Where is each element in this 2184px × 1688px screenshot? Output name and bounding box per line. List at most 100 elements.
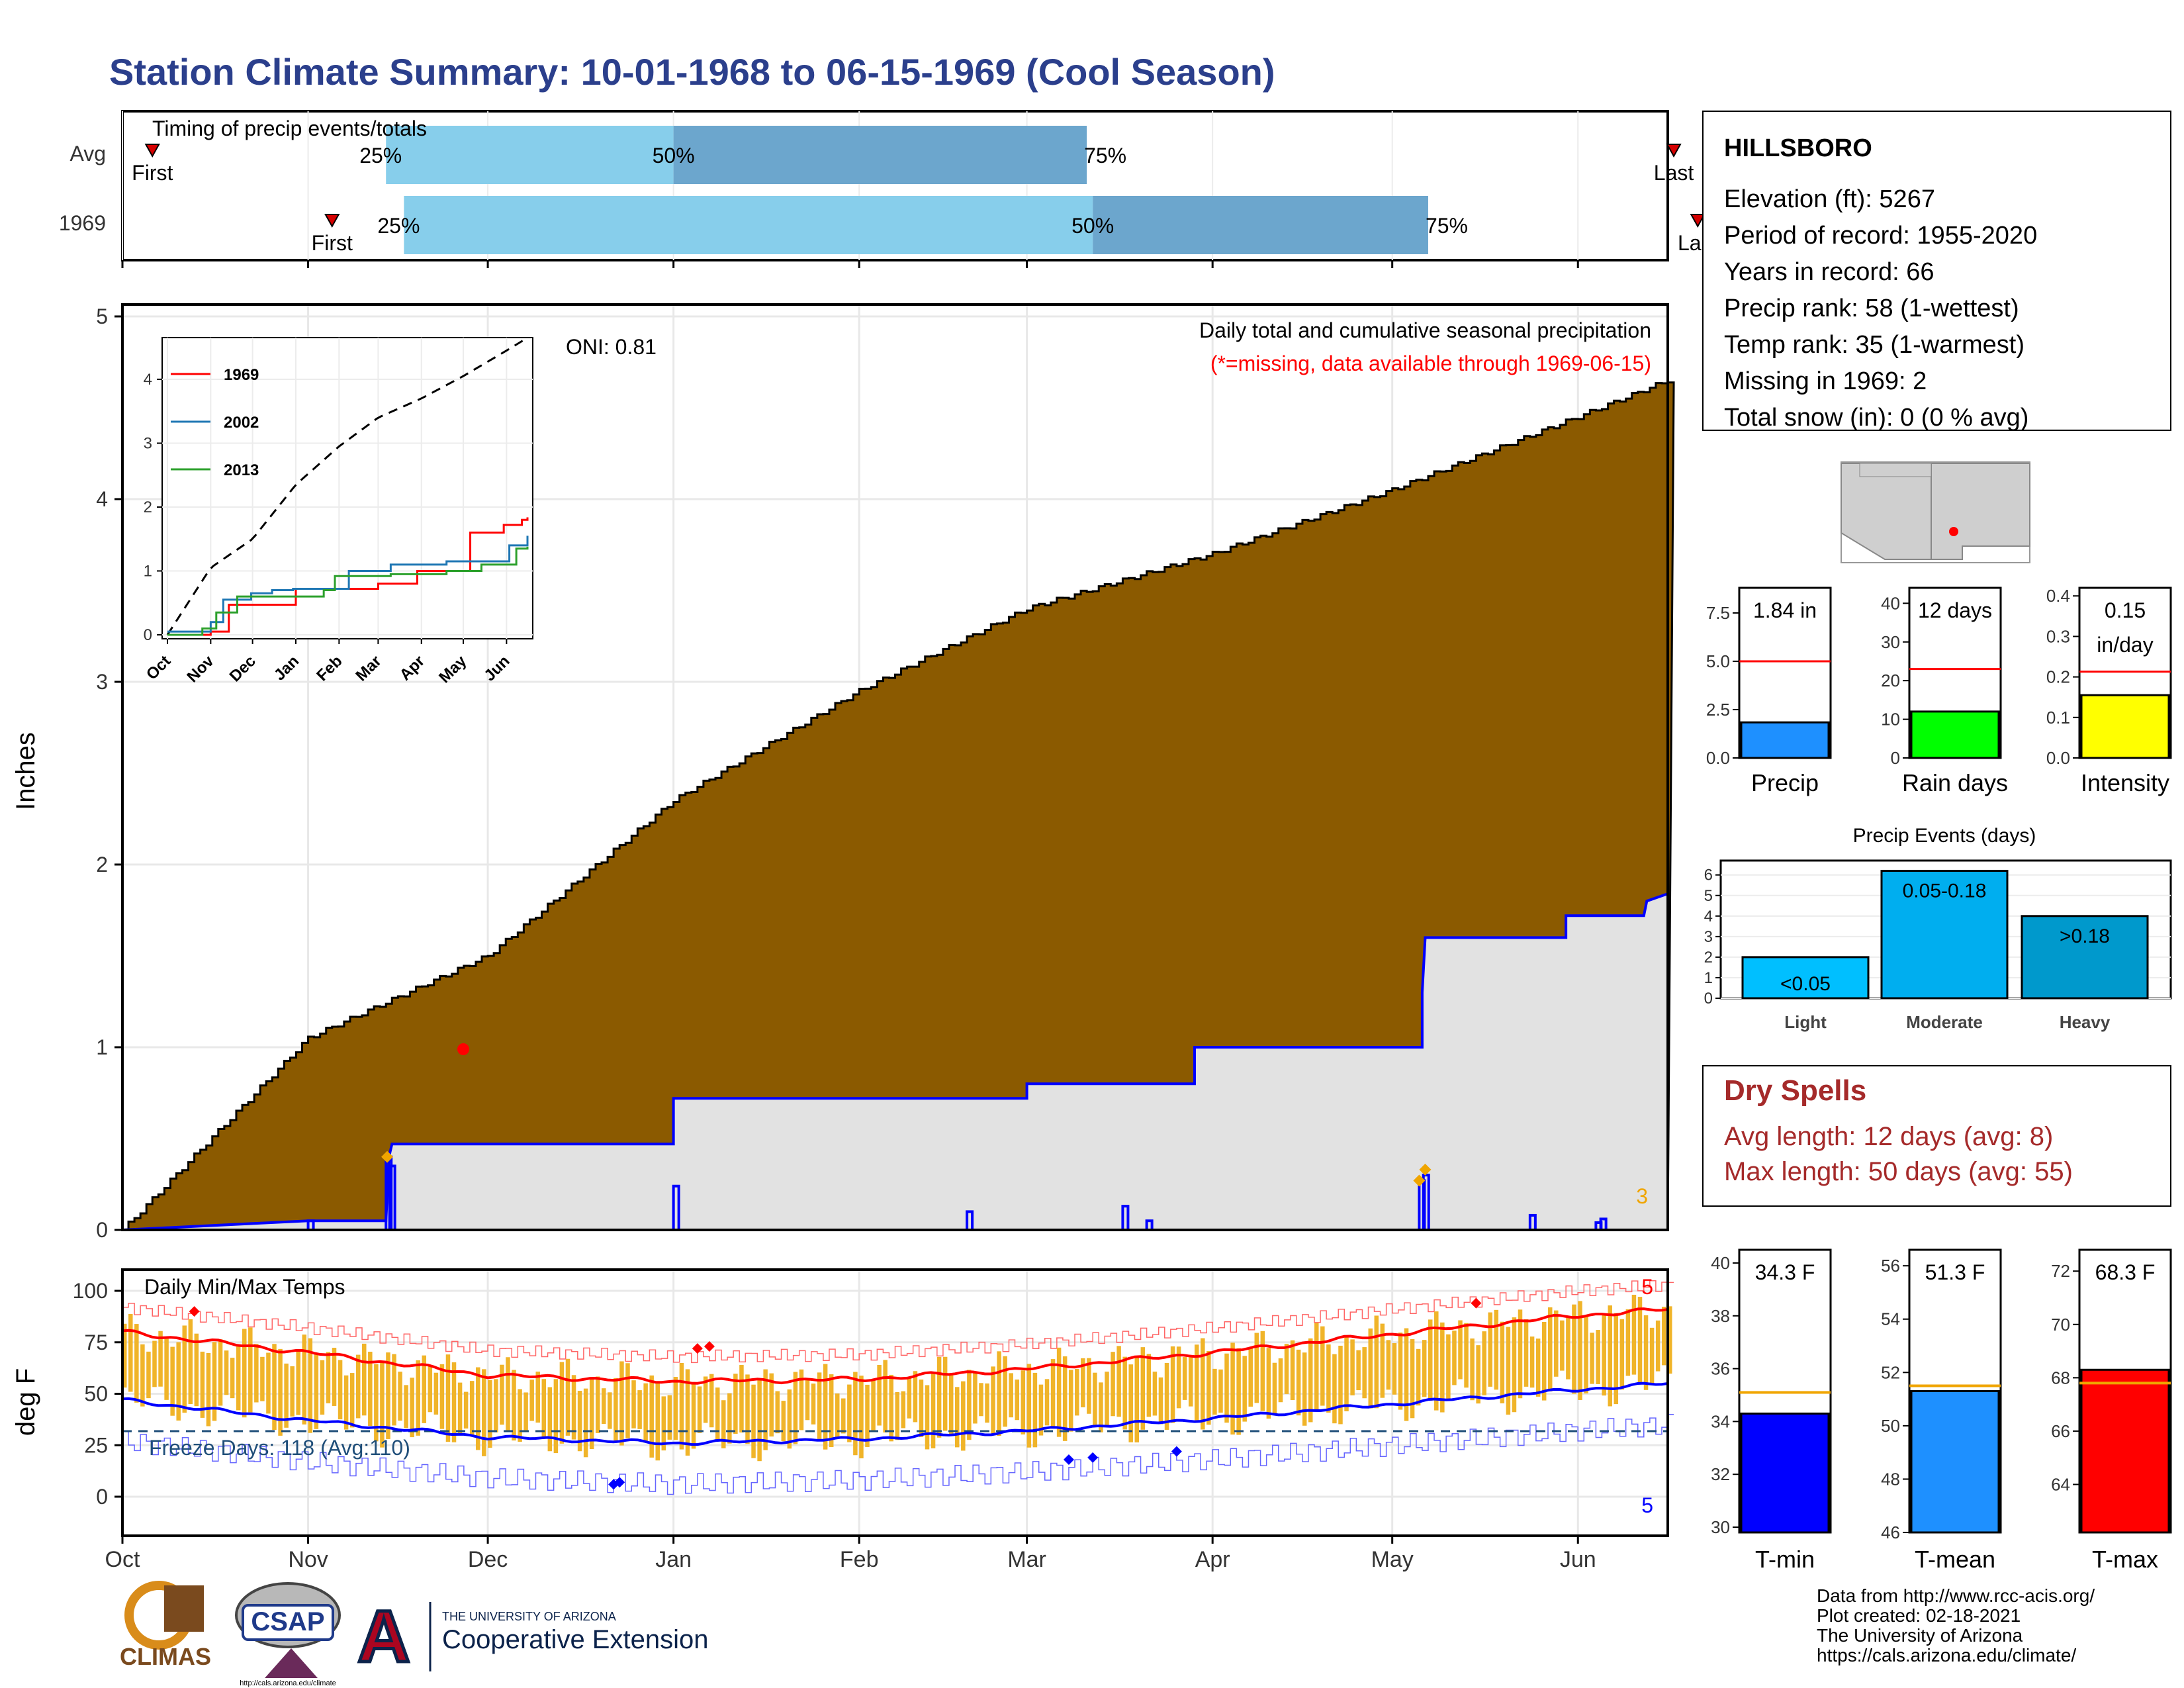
daily-temp-bar bbox=[1590, 1333, 1594, 1384]
daily-temp-bar bbox=[1038, 1384, 1044, 1436]
daily-temp-bar bbox=[1560, 1320, 1565, 1371]
mini-bar-value: 0.15 bbox=[2105, 598, 2146, 622]
timing-bar-q2 bbox=[673, 126, 1087, 184]
daily-temp-bar bbox=[1637, 1297, 1643, 1384]
daily-temp-bar bbox=[1404, 1328, 1409, 1421]
daily-temp-bar bbox=[134, 1324, 139, 1403]
temp-ytick-label: 25 bbox=[84, 1433, 108, 1457]
month-label: May bbox=[1371, 1547, 1414, 1572]
daily-temp-bar bbox=[1248, 1348, 1253, 1407]
daily-temp-bar bbox=[314, 1354, 319, 1429]
temp-ytick-label: 0 bbox=[96, 1485, 108, 1509]
daily-temp-bar bbox=[1290, 1340, 1295, 1400]
mini-bar-tick-label: 0.0 bbox=[1706, 748, 1730, 768]
dry-spells-title: Dry Spells bbox=[1724, 1074, 1866, 1107]
month-label: Feb bbox=[840, 1547, 879, 1572]
daily-temp-bar bbox=[997, 1351, 1001, 1436]
inset-ytick-label: 4 bbox=[144, 371, 152, 389]
events-ytick-label: 4 bbox=[1704, 908, 1713, 925]
daily-temp-bar bbox=[715, 1387, 720, 1441]
daily-temp-bar bbox=[398, 1372, 402, 1421]
daily-temp-bar bbox=[895, 1391, 899, 1440]
temp-sum-tick-label: 52 bbox=[1881, 1362, 1900, 1382]
footer-line: https://cals.arizona.edu/climate/ bbox=[1817, 1645, 2076, 1665]
mini-bar-tick-label: 0 bbox=[1891, 748, 1900, 768]
temp-sum-tick-label: 46 bbox=[1881, 1523, 1900, 1542]
daily-temp-bar bbox=[757, 1380, 762, 1462]
daily-temp-bar bbox=[1554, 1310, 1559, 1377]
heavy-event-marker bbox=[1419, 1163, 1432, 1176]
daily-temp-bar bbox=[1152, 1372, 1158, 1416]
daily-temp-bar bbox=[1446, 1334, 1451, 1401]
daily-temp-bar bbox=[931, 1374, 936, 1448]
precip-panel: 0 1 2 3 4 5 Inches ONI: 0.81 Daily total and … bbox=[11, 303, 1675, 1242]
temp-sum-tick-label: 48 bbox=[1881, 1469, 1900, 1489]
daily-temp-bar bbox=[326, 1352, 331, 1403]
daily-temp-bar bbox=[457, 1382, 463, 1434]
daily-temp-bar bbox=[1021, 1370, 1026, 1434]
daily-temp-bar bbox=[1608, 1305, 1612, 1407]
daily-temp-bar bbox=[1099, 1382, 1103, 1432]
daily-temp-bar bbox=[1260, 1331, 1265, 1411]
daily-temp-bar bbox=[1476, 1345, 1480, 1404]
daily-temp-bar bbox=[1140, 1347, 1146, 1430]
temp-sum-label: T-mean bbox=[1915, 1546, 1995, 1573]
daily-temp-bar bbox=[146, 1351, 151, 1399]
temp-sum-value: 51.3 F bbox=[1925, 1260, 1985, 1284]
daily-temp-bar bbox=[1380, 1323, 1385, 1398]
events-bar-value: >0.18 bbox=[2060, 925, 2110, 947]
daily-temp-bar bbox=[469, 1381, 475, 1436]
daily-temp-bar bbox=[451, 1362, 457, 1442]
daily-temp-bar bbox=[889, 1374, 893, 1442]
events-bar-label: Heavy bbox=[2060, 1012, 2111, 1032]
daily-temp-bar bbox=[823, 1364, 828, 1450]
daily-temp-bar bbox=[355, 1354, 361, 1419]
page-title: Station Climate Summary: 10-01-1968 to 0… bbox=[109, 51, 1275, 93]
daily-temp-bar bbox=[296, 1350, 300, 1415]
climas-logo: CLIMAS bbox=[120, 1581, 211, 1670]
daily-temp-bar bbox=[1009, 1373, 1013, 1418]
events-bar-value: <0.05 bbox=[1780, 973, 1831, 995]
daily-temp-bar bbox=[775, 1391, 780, 1434]
daily-temp-bar bbox=[1188, 1357, 1193, 1407]
daily-temp-bar bbox=[1452, 1331, 1457, 1385]
daily-temp-bar bbox=[362, 1343, 367, 1416]
mini-bar-tick-label: 5.0 bbox=[1706, 651, 1730, 671]
station-info-line: Temp rank: 35 (1-warmest) bbox=[1724, 331, 2025, 359]
inset-ytick-label: 0 bbox=[144, 626, 152, 644]
temp-sum-value: 68.3 F bbox=[2095, 1260, 2156, 1284]
inset-line-2002 bbox=[167, 536, 529, 633]
temp-sum-tick-label: 36 bbox=[1711, 1359, 1730, 1379]
events-ytick-label: 1 bbox=[1704, 969, 1713, 987]
daily-temp-bar bbox=[1458, 1320, 1463, 1380]
daily-temp-bar bbox=[1218, 1369, 1223, 1413]
mini-bar-label: Rain days bbox=[1902, 769, 2008, 796]
daily-temp-bar bbox=[853, 1372, 858, 1456]
daily-temp-bar bbox=[1500, 1321, 1505, 1404]
daily-temp-bar bbox=[1535, 1338, 1541, 1397]
daily-temp-bar bbox=[691, 1383, 696, 1449]
daily-temp-bar bbox=[1026, 1364, 1032, 1448]
mini-bar-tick-label: 0.1 bbox=[2046, 708, 2070, 727]
daily-temp-bar bbox=[1164, 1362, 1169, 1430]
dry-spells-frame bbox=[1702, 1065, 2171, 1207]
daily-temp-bar bbox=[769, 1373, 774, 1437]
daily-temp-bar bbox=[1081, 1358, 1085, 1408]
footer-line: Plot created: 02-18-2021 bbox=[1817, 1605, 2021, 1626]
daily-temp-bar bbox=[973, 1371, 978, 1424]
temp-sum-tick-label: 38 bbox=[1711, 1306, 1730, 1326]
daily-temp-bar bbox=[260, 1356, 265, 1401]
daily-temp-bar bbox=[158, 1331, 163, 1387]
daily-temp-bar bbox=[1224, 1353, 1229, 1423]
daily-temp-bar bbox=[439, 1364, 445, 1429]
temp-ytick-label: 50 bbox=[84, 1382, 108, 1406]
daily-temp-bar bbox=[475, 1367, 480, 1450]
daily-temp-bar bbox=[1566, 1317, 1570, 1380]
daily-temp-bar bbox=[1068, 1370, 1073, 1432]
daily-temp-bar bbox=[1488, 1312, 1492, 1387]
timing-last-label: Last bbox=[1654, 161, 1694, 185]
mini-bar-tick-label: 2.5 bbox=[1706, 700, 1730, 720]
daily-temp-bar bbox=[541, 1379, 547, 1437]
events-bar bbox=[1741, 956, 1870, 1000]
